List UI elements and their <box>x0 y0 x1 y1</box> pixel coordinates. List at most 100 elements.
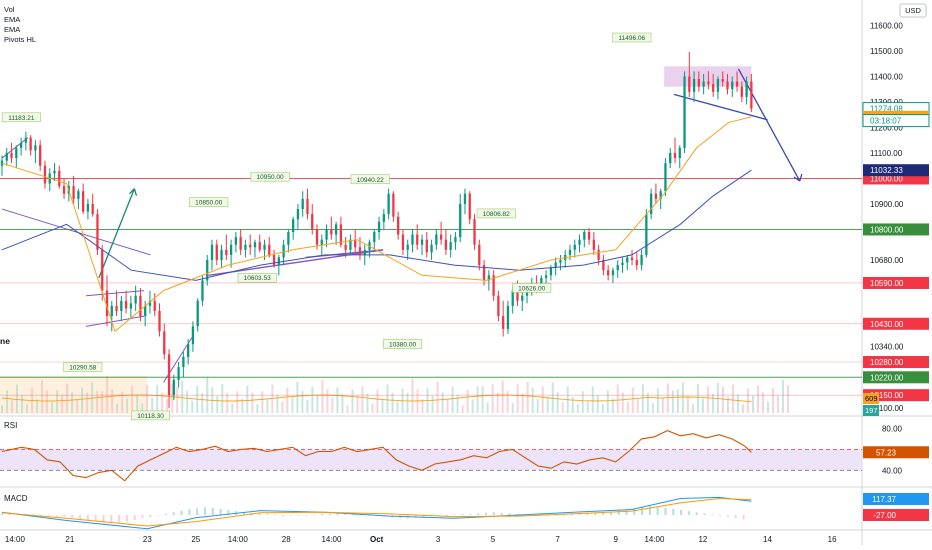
horizontal-levels <box>0 177 862 396</box>
countdown-label: 03:18:07 <box>870 117 902 126</box>
volume-bar <box>521 393 524 413</box>
macd-histogram-bar <box>703 513 706 515</box>
candle-body <box>425 239 428 253</box>
candle-body <box>716 79 720 92</box>
volume-bar <box>291 397 294 413</box>
candle-body <box>707 81 710 85</box>
pivot-label-box <box>1 112 41 123</box>
volume-bar <box>181 381 184 413</box>
volume-bar <box>141 403 144 413</box>
candle-body <box>459 203 462 238</box>
candle-body <box>5 152 8 161</box>
pivot-label: 10290.58 <box>69 364 96 371</box>
candle-body <box>492 275 495 296</box>
candle-body <box>411 234 414 245</box>
macd-histogram-bar <box>118 515 121 523</box>
volume-bar <box>466 389 469 413</box>
volume-bar <box>386 384 389 413</box>
volume-bar <box>666 383 669 413</box>
volume-bar <box>646 393 649 413</box>
macd-histogram-bar <box>461 513 464 515</box>
volume-bar <box>711 393 714 413</box>
volume-tick-lower: 197 <box>865 406 878 415</box>
candle-body <box>148 300 152 306</box>
volume-tick-upper: 609 <box>865 394 878 403</box>
pivot-label: 10850.00 <box>195 200 222 207</box>
volume-bar <box>306 399 309 413</box>
ema-slow-line <box>1 169 752 281</box>
time-tick: 14:00 <box>644 535 665 544</box>
candle-body <box>549 267 553 276</box>
level-marker-label: 10800.00 <box>870 225 904 234</box>
candle-body <box>554 262 557 268</box>
candle-body <box>387 193 390 215</box>
price-tick: 11100.00 <box>870 149 903 158</box>
candlestick-series <box>0 52 753 408</box>
volume-bar <box>436 381 439 413</box>
candle-body <box>234 237 238 245</box>
candle-body <box>287 231 290 245</box>
volume-bar <box>391 392 394 413</box>
volume-bar <box>441 392 444 413</box>
candle-body <box>401 234 405 250</box>
price-marker-label: 11032.33 <box>870 166 903 175</box>
pivot-label: 10950.00 <box>257 174 284 181</box>
candle-body <box>626 257 629 263</box>
candle-body <box>186 344 190 357</box>
volume-bar <box>606 390 609 413</box>
neckline-left <box>208 249 384 277</box>
ema-fast-line <box>1 116 752 333</box>
pivot-label-box <box>383 339 423 349</box>
volume-bar <box>321 380 324 413</box>
candle-body <box>19 142 23 148</box>
macd-histogram-bar <box>55 515 58 517</box>
candle-body <box>702 81 705 87</box>
candle-body <box>29 137 32 151</box>
candle-body <box>712 84 715 92</box>
resistance-zone <box>664 66 752 87</box>
candle-body <box>697 79 701 87</box>
macd-histogram-bar <box>32 514 35 516</box>
volume-bar <box>736 394 739 413</box>
macd-histogram-bar <box>86 515 89 521</box>
volume-bar <box>541 386 544 413</box>
macd-histogram-bar <box>633 508 636 515</box>
pivot-label-box <box>189 197 229 207</box>
candle-body <box>225 249 228 255</box>
level-marker-label: 10430.00 <box>870 320 904 329</box>
rsi-band <box>0 449 862 471</box>
volume-bar <box>36 399 39 413</box>
volume-bar <box>301 390 304 413</box>
candle-body <box>439 234 443 240</box>
time-tick: 25 <box>191 535 200 544</box>
volume-bar <box>696 383 699 413</box>
candle-body <box>692 79 696 92</box>
macd-histogram-bar <box>602 512 605 515</box>
countdown-marker <box>862 114 930 128</box>
candle-body <box>105 290 109 317</box>
pivot-label: 10380.00 <box>389 342 416 349</box>
currency-badge[interactable] <box>899 3 927 18</box>
candle-body <box>115 305 118 312</box>
candle-body <box>540 277 543 286</box>
candle-body <box>635 260 638 266</box>
macd-histogram-bar <box>336 512 339 515</box>
pivot-label: 11183.21 <box>8 115 35 122</box>
volume-bar <box>581 391 584 413</box>
candle-body <box>358 247 362 255</box>
currency-label: USD <box>905 6 921 15</box>
macd-histogram-bar <box>648 506 651 515</box>
candle-body <box>444 239 448 250</box>
level-marker-label: 10280.00 <box>870 358 904 367</box>
candle-body <box>0 160 4 166</box>
volume-bar <box>446 398 449 413</box>
macd-histogram-bar <box>422 515 425 518</box>
volume-bar <box>526 381 529 413</box>
volume-pane <box>1 375 790 413</box>
macd-histogram-bar <box>219 508 222 515</box>
macd-histogram-bar <box>71 515 74 518</box>
volume-bar <box>146 385 149 413</box>
volume-bar <box>681 382 684 413</box>
